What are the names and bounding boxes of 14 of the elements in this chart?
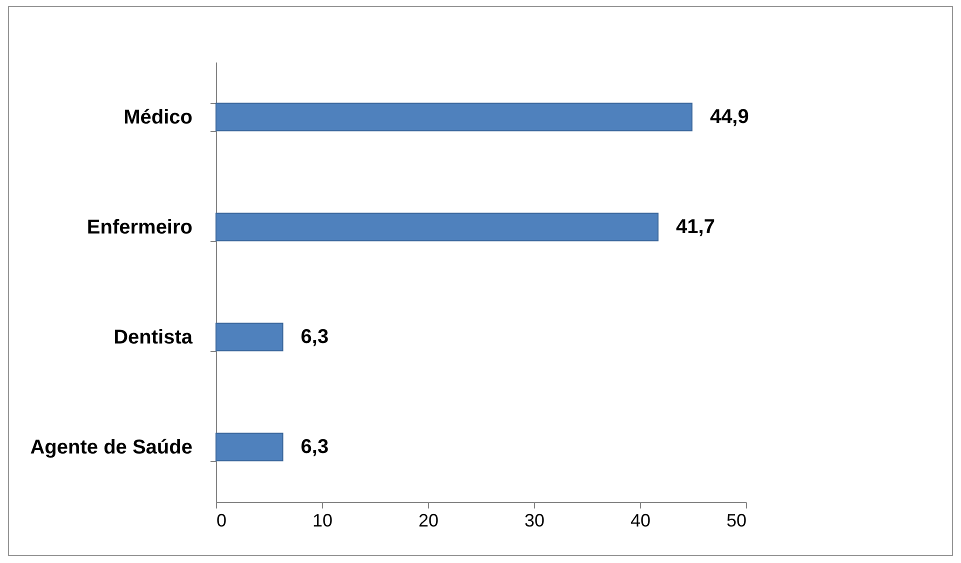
y-tick-label: Agente de Saúde: [30, 436, 192, 458]
x-tick-label: 0: [216, 510, 227, 530]
data-label: 6,3: [300, 326, 329, 348]
y-tick-label: Enfermeiro: [86, 216, 192, 238]
y-tick-label: Médico: [124, 106, 192, 128]
x-tick-label: 30: [524, 510, 545, 530]
y-tick-label: Dentista: [114, 326, 194, 348]
x-tick-label: 20: [418, 510, 439, 530]
x-tick-label: 40: [630, 510, 651, 530]
x-tick-label: 10: [312, 510, 333, 530]
x-tick-label: 50: [726, 510, 746, 530]
data-label: 6,3: [300, 436, 329, 458]
data-label: 41,7: [676, 216, 715, 238]
data-label: 44,9: [710, 106, 749, 128]
